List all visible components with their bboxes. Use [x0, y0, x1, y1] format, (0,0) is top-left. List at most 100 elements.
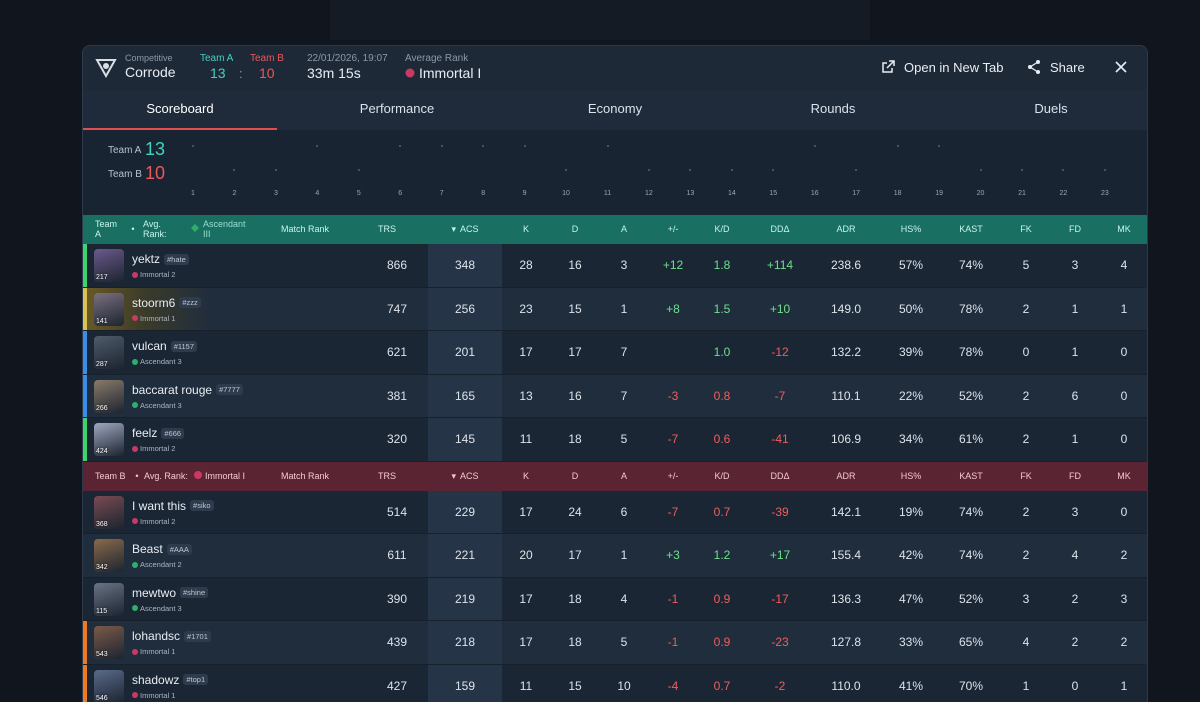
player-name-group[interactable]: shadowz #top1: [132, 673, 209, 687]
player-avatar[interactable]: [94, 669, 124, 702]
tab-performance[interactable]: Performance: [359, 101, 435, 116]
round-elim-icon[interactable]: [1098, 138, 1112, 152]
round-elim-icon[interactable]: [393, 162, 407, 176]
round-elim-icon[interactable]: [891, 162, 905, 176]
player-row[interactable]: 266 baccarat rouge #7777 Ascendant 3 381 165 1…: [83, 374, 1147, 418]
column-header-a[interactable]: A: [606, 215, 642, 244]
round-elim-icon[interactable]: [766, 138, 780, 152]
round-elim-icon[interactable]: [186, 162, 200, 176]
player-row[interactable]: 217 yektz #hate Immortal 2 866 348 28 16 3 +12 1.8…: [83, 244, 1147, 288]
player-name-group[interactable]: mewtwo #shine: [132, 586, 209, 600]
player-avatar[interactable]: [94, 582, 124, 616]
player-name-group[interactable]: I want this #siko: [132, 499, 214, 513]
player-tag: #AAA: [166, 543, 192, 555]
tab-economy[interactable]: Economy: [587, 101, 643, 116]
player-avatar[interactable]: [94, 249, 124, 282]
column-header-d[interactable]: D: [557, 215, 593, 244]
player-row[interactable]: 342 Beast #AAA Ascendant 2 611 221 20 17 1 +3 1.2 +…: [83, 534, 1147, 578]
trs-value: 381: [386, 388, 408, 403]
column-header-match_rank[interactable]: Match Rank: [280, 215, 330, 244]
column-header-fk[interactable]: FK: [1008, 215, 1044, 244]
column-header-adr[interactable]: ADR: [825, 215, 867, 244]
player-avatar[interactable]: [94, 626, 124, 659]
column-header-dda[interactable]: DDΔ: [759, 215, 801, 244]
column-header-adr[interactable]: ADR: [825, 462, 867, 491]
column-header-k[interactable]: K: [508, 462, 544, 491]
column-header-kast[interactable]: KAST: [950, 215, 992, 244]
round-elim-icon[interactable]: [932, 162, 946, 176]
round-elim-icon[interactable]: [808, 162, 822, 176]
player-avatar[interactable]: [94, 379, 124, 413]
player-name-group[interactable]: Beast #AAA: [132, 542, 192, 556]
column-header-a[interactable]: A: [606, 462, 642, 491]
round-elim-icon[interactable]: [518, 162, 532, 176]
column-header-match_rank[interactable]: Match Rank: [280, 462, 330, 491]
round-elim-icon[interactable]: [227, 138, 241, 152]
player-name-group[interactable]: feelz #666: [132, 426, 185, 440]
player-row[interactable]: 115 mewtwo #shine Ascendant 3 390 219 17 18 4 -1 0…: [83, 577, 1147, 621]
player-rank: Ascendant 2: [132, 560, 182, 569]
round-number: 20: [976, 190, 985, 197]
column-header-mk[interactable]: MK: [1106, 215, 1142, 244]
column-header-dda[interactable]: DDΔ: [759, 462, 801, 491]
round-elim-icon[interactable]: [642, 138, 656, 152]
column-header-fd[interactable]: FD: [1057, 462, 1093, 491]
round-elim-icon[interactable]: [559, 138, 573, 152]
round-elim-icon[interactable]: [849, 138, 863, 152]
column-header-hs[interactable]: HS%: [892, 215, 930, 244]
tab-rounds[interactable]: Rounds: [810, 101, 856, 116]
player-row[interactable]: 543 lohandsc #1701 Immortal 1 439 218 17 18 5 -1 0…: [83, 621, 1147, 665]
player-name-group[interactable]: baccarat rouge #7777: [132, 383, 243, 397]
round-elim-icon[interactable]: [974, 138, 988, 152]
round-elim-icon[interactable]: [1015, 138, 1029, 152]
column-header-trs[interactable]: TRS: [371, 462, 403, 491]
tab-scoreboard[interactable]: Scoreboard: [83, 90, 277, 130]
player-avatar[interactable]: [94, 423, 124, 456]
match-rank-cell: [280, 288, 330, 331]
stat-d: 24: [568, 504, 582, 519]
round-elim-icon[interactable]: [435, 162, 449, 176]
player-row[interactable]: 546 shadowz #top1 Immortal 1 427 159 11 15 10 -4 0…: [83, 664, 1147, 702]
column-header-kd[interactable]: K/D: [703, 215, 741, 244]
player-avatar[interactable]: [94, 495, 124, 529]
player-name-group[interactable]: vulcan #1157: [132, 339, 197, 353]
column-header-d[interactable]: D: [557, 462, 593, 491]
round-elim-icon[interactable]: [601, 162, 615, 176]
column-header-trs[interactable]: TRS: [371, 215, 403, 244]
column-header-fk[interactable]: FK: [1008, 462, 1044, 491]
round-elim-icon[interactable]: [352, 138, 366, 152]
round-defuse-icon[interactable]: [725, 138, 739, 152]
share-button[interactable]: Share: [1026, 59, 1085, 75]
round-elim-icon[interactable]: [476, 162, 490, 176]
column-header-hs[interactable]: HS%: [892, 462, 930, 491]
column-header-pm[interactable]: +/-: [654, 462, 692, 491]
player-row[interactable]: 368 I want this #siko Immortal 2 514 229 17 24 6…: [83, 490, 1147, 534]
column-header-k[interactable]: K: [508, 215, 544, 244]
player-avatar[interactable]: [94, 539, 124, 572]
column-header-acs[interactable]: ▾ ACS: [428, 215, 502, 244]
round-elim-icon[interactable]: [269, 138, 283, 152]
tab-duels[interactable]: Duels: [1034, 101, 1068, 116]
column-header-mk[interactable]: MK: [1106, 462, 1142, 491]
close-button[interactable]: [1113, 59, 1129, 75]
open-new-tab-button[interactable]: Open in New Tab: [880, 59, 1004, 75]
player-row[interactable]: 141 stoorm6 #zzz Immortal 1 747 256 23 15 1 +8 1.5…: [83, 287, 1147, 331]
player-avatar[interactable]: [94, 292, 124, 326]
player-name-group[interactable]: yektz #hate: [132, 252, 189, 266]
player-name-group[interactable]: stoorm6 #zzz: [132, 296, 201, 310]
round-elim-icon[interactable]: [310, 162, 324, 176]
player-name: Beast: [132, 542, 163, 556]
player-avatar[interactable]: [94, 336, 124, 369]
column-header-pm[interactable]: +/-: [654, 215, 692, 244]
column-header-kast[interactable]: KAST: [950, 462, 992, 491]
round-defuse-icon[interactable]: [683, 138, 697, 152]
player-level: 543: [96, 651, 108, 658]
column-header-kd[interactable]: K/D: [703, 462, 741, 491]
player-name-group[interactable]: lohandsc #1701: [132, 629, 211, 643]
column-header-acs[interactable]: ▾ ACS: [428, 462, 502, 491]
column-header-label: HS%: [900, 470, 922, 481]
player-row[interactable]: 287 vulcan #1157 Ascendant 3 621 201 17 17 7 1.0 -…: [83, 331, 1147, 375]
column-header-fd[interactable]: FD: [1057, 215, 1093, 244]
round-defuse-icon[interactable]: [1056, 138, 1070, 152]
player-row[interactable]: 424 feelz #666 Immortal 2 320 145 11 18 5 -7 0.6 -4…: [83, 418, 1147, 462]
